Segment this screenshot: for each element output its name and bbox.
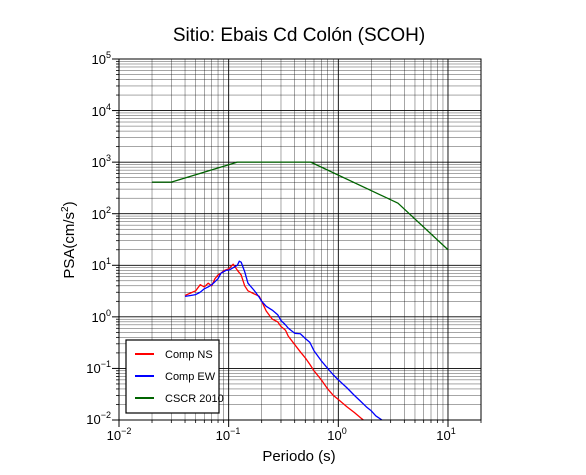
y-axis-title: PSA(cm/s2) [60,201,78,278]
legend-label-ns: Comp NS [165,349,213,361]
axis-ticks [112,58,482,427]
y-tick-label: 10−2 [86,410,111,427]
legend-label-cscr: CSCR 2010 [165,393,224,405]
plot-frame [118,58,482,421]
x-tick-labels: 10−2 10−1 100 101 [107,426,456,443]
x-axis-title: Periodo (s) [262,448,335,465]
y-tick-label: 102 [92,205,111,222]
series-line-cscr-2010 [152,161,449,251]
y-tick-label: 101 [92,256,111,273]
legend-label-ew: Comp EW [165,371,216,383]
x-tick-label: 10−1 [216,426,241,443]
x-tick-label: 100 [327,426,346,443]
chart-title: Sitio: Ebais Cd Colón (SCOH) [173,25,425,46]
y-tick-label: 100 [92,308,111,325]
y-tick-labels: 10−2 10−1 100 101 102 103 104 105 [86,50,111,427]
y-tick-label: 103 [92,153,111,170]
x-tick-label: 10−2 [107,426,132,443]
y-tick-label: 10−1 [86,359,111,376]
legend: Comp NS Comp EW CSCR 2010 [125,339,224,414]
series-line-comp-ew [184,260,383,420]
y-tick-label: 105 [92,50,111,67]
y-tick-label: 104 [92,102,111,119]
x-tick-label: 101 [436,426,455,443]
series-layer [152,161,449,420]
